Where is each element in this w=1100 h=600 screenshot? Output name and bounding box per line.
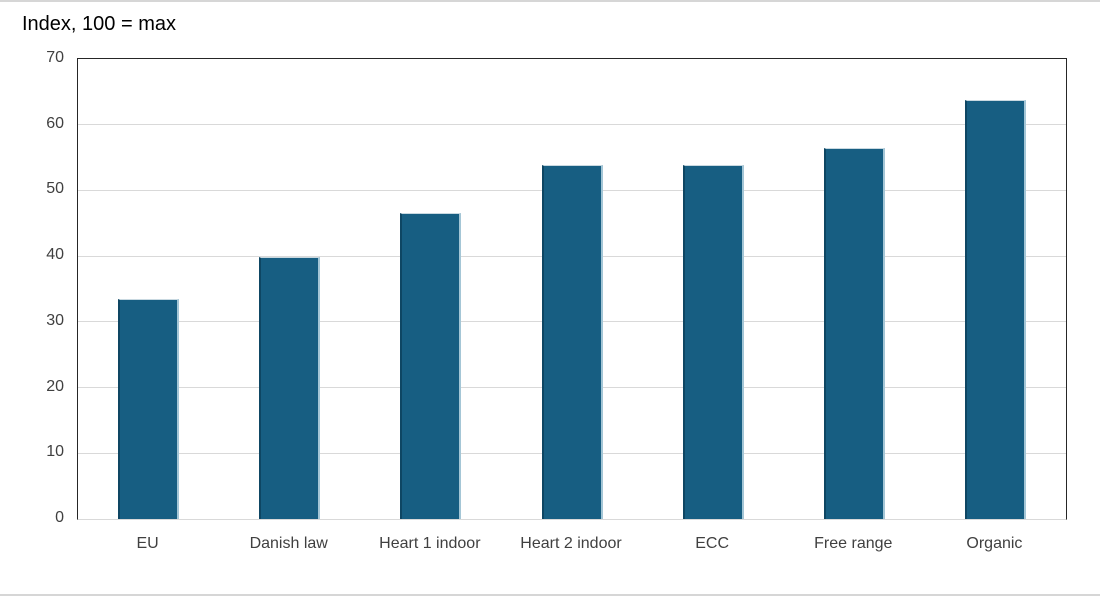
x-axis-label-heart-1-indoor: Heart 1 indoor <box>379 535 481 552</box>
y-axis-tick-label-30: 30 <box>46 311 64 329</box>
x-axis-label-danish-law: Danish law <box>249 535 328 552</box>
x-axis-label-heart-2-indoor: Heart 2 indoor <box>520 535 622 552</box>
gridline-y-60 <box>78 124 1066 126</box>
y-axis-tick-label-0: 0 <box>55 509 64 526</box>
y-axis-tick-label-70: 70 <box>46 49 64 66</box>
bar-heart-1-indoor <box>400 213 462 519</box>
y-axis-tick-label-50: 50 <box>46 180 64 198</box>
y-axis-tick-label-60: 60 <box>46 114 64 132</box>
bar-danish-law <box>259 257 321 519</box>
plot-area <box>77 58 1067 520</box>
x-axis-label-organic: Organic <box>966 535 1023 552</box>
x-axis-label-eu: EU <box>136 535 159 552</box>
chart-title: Index, 100 = max <box>22 13 176 35</box>
frame-bottom-border <box>0 594 1100 596</box>
frame-top-border <box>0 0 1100 2</box>
x-axis-label-ecc: ECC <box>695 535 730 552</box>
bar-heart-2-indoor <box>541 165 603 519</box>
y-axis-tick-label-10: 10 <box>46 443 64 461</box>
x-axis-label-free-range: Free range <box>814 535 893 552</box>
bar-organic <box>964 99 1026 519</box>
bar-ecc <box>682 165 744 519</box>
y-axis-tick-label-40: 40 <box>46 246 64 264</box>
bar-free-range <box>823 147 885 519</box>
bar-eu <box>118 298 180 519</box>
y-axis-tick-label-20: 20 <box>46 377 64 395</box>
